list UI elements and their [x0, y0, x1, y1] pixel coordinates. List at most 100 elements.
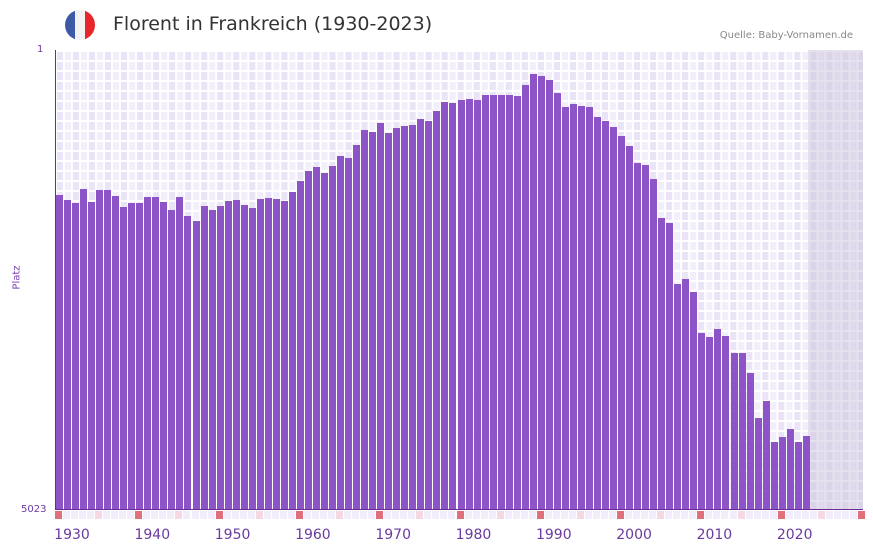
year-tick	[255, 511, 263, 519]
bar-1999	[610, 126, 618, 510]
x-tick-label: 1990	[535, 527, 572, 543]
year-tick	[384, 511, 392, 519]
bar-1979	[449, 102, 457, 510]
bar-1939	[128, 203, 136, 510]
year-tick	[761, 511, 769, 519]
year-tick	[392, 511, 400, 519]
flag-blue	[65, 10, 75, 40]
bar-1947	[192, 221, 200, 510]
year-tick	[544, 511, 552, 519]
bar-1948	[200, 206, 208, 510]
bar-1965	[337, 156, 345, 510]
year-tick	[127, 511, 135, 519]
year-tick	[159, 511, 167, 519]
year-tick	[584, 511, 592, 519]
bar-1998	[602, 120, 610, 510]
year-tick	[303, 511, 311, 519]
bar-1940	[136, 203, 144, 510]
year-tick	[833, 511, 841, 519]
bar-1959	[288, 192, 296, 510]
bar-1972	[393, 127, 401, 510]
year-tick	[480, 511, 488, 519]
bar-2009	[690, 292, 698, 510]
bar-1977	[433, 110, 441, 510]
france-flag-icon	[65, 10, 95, 40]
year-tick-strip	[55, 511, 865, 519]
year-tick	[520, 511, 528, 519]
year-tick	[713, 511, 721, 519]
bar-1989	[529, 73, 537, 510]
year-tick	[737, 511, 745, 519]
bar-1955	[256, 199, 264, 510]
bar-1936	[104, 190, 112, 510]
y-axis-title: Platz	[11, 265, 23, 290]
year-tick	[560, 511, 568, 519]
bar-2003	[642, 165, 650, 510]
x-tick-label: 2010	[696, 527, 733, 543]
year-tick	[464, 511, 472, 519]
bar-1974	[409, 124, 417, 510]
bar-2013	[722, 336, 730, 510]
year-tick	[135, 511, 143, 519]
bar-2016	[746, 373, 754, 510]
year-tick	[488, 511, 496, 519]
year-tick	[785, 511, 793, 519]
y-axis-top-label: 1	[37, 44, 44, 55]
bar-1975	[417, 118, 425, 510]
bar-2007	[674, 284, 682, 510]
year-tick	[368, 511, 376, 519]
year-tick	[568, 511, 576, 519]
bar-1950	[216, 206, 224, 510]
year-tick	[336, 511, 344, 519]
bar-1966	[345, 158, 353, 510]
bar-1951	[224, 201, 232, 510]
bar-1958	[280, 201, 288, 510]
bar-2017	[754, 418, 762, 510]
year-tick	[729, 511, 737, 519]
bar-2018	[762, 401, 770, 510]
bar-2012	[714, 329, 722, 510]
bar-1935	[96, 190, 104, 510]
bar-1970	[377, 122, 385, 510]
year-tick	[641, 511, 649, 519]
year-tick	[456, 511, 464, 519]
year-tick	[360, 511, 368, 519]
year-tick	[311, 511, 319, 519]
year-tick	[424, 511, 432, 519]
bar-1983	[481, 94, 489, 510]
year-tick	[440, 511, 448, 519]
bar-1938	[120, 207, 128, 510]
plot-area	[55, 50, 863, 510]
chart-title: Florent in Frankreich (1930-2023)	[113, 13, 433, 35]
x-axis-line	[55, 509, 863, 510]
year-tick	[271, 511, 279, 519]
year-tick	[167, 511, 175, 519]
year-tick	[400, 511, 408, 519]
bar-1956	[264, 198, 272, 510]
y-axis-line	[55, 50, 56, 510]
bar-1990	[537, 75, 545, 510]
year-tick	[609, 511, 617, 519]
year-tick	[432, 511, 440, 519]
bar-2020	[778, 437, 786, 510]
bar-1933	[80, 189, 88, 510]
bar-1963	[320, 173, 328, 510]
year-tick	[295, 511, 303, 519]
year-tick	[705, 511, 713, 519]
bar-2019	[770, 442, 778, 510]
year-tick	[777, 511, 785, 519]
year-tick	[536, 511, 544, 519]
bar-1943	[160, 202, 168, 510]
year-tick	[633, 511, 641, 519]
year-tick	[448, 511, 456, 519]
year-tick	[416, 511, 424, 519]
year-tick	[87, 511, 95, 519]
year-tick	[408, 511, 416, 519]
year-tick	[239, 511, 247, 519]
bar-1971	[385, 133, 393, 510]
year-tick	[231, 511, 239, 519]
year-tick	[858, 511, 865, 519]
year-tick	[625, 511, 633, 519]
year-tick	[191, 511, 199, 519]
year-tick	[352, 511, 360, 519]
